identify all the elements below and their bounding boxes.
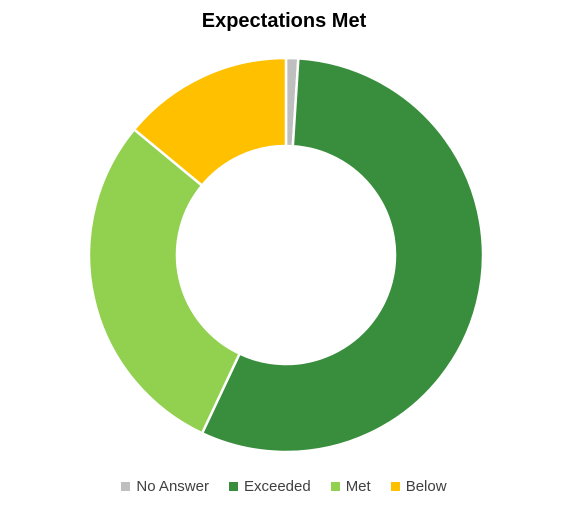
- slice-exceeded: [200, 57, 485, 454]
- legend-item-below: Below: [390, 478, 447, 495]
- legend-swatch-no-answer: [121, 482, 131, 491]
- legend-label-no-answer: No Answer: [136, 478, 209, 495]
- slice-below: [132, 56, 288, 188]
- legend-item-no-answer: No Answer: [121, 478, 209, 495]
- chart-title: Expectations Met: [201, 10, 367, 32]
- legend-label-exceeded: Exceeded: [243, 478, 311, 495]
- legend-item-met: Met: [330, 478, 371, 495]
- legend-swatch-met: [330, 482, 340, 491]
- legend: No Answer Exceeded Met Below: [0, 478, 568, 495]
- legend-item-exceeded: Exceeded: [228, 478, 311, 495]
- legend-label-met: Met: [345, 478, 371, 495]
- slice-met: [87, 127, 242, 435]
- legend-swatch-below: [390, 482, 400, 491]
- legend-label-below: Below: [405, 478, 447, 495]
- legend-swatch-exceeded: [228, 482, 238, 491]
